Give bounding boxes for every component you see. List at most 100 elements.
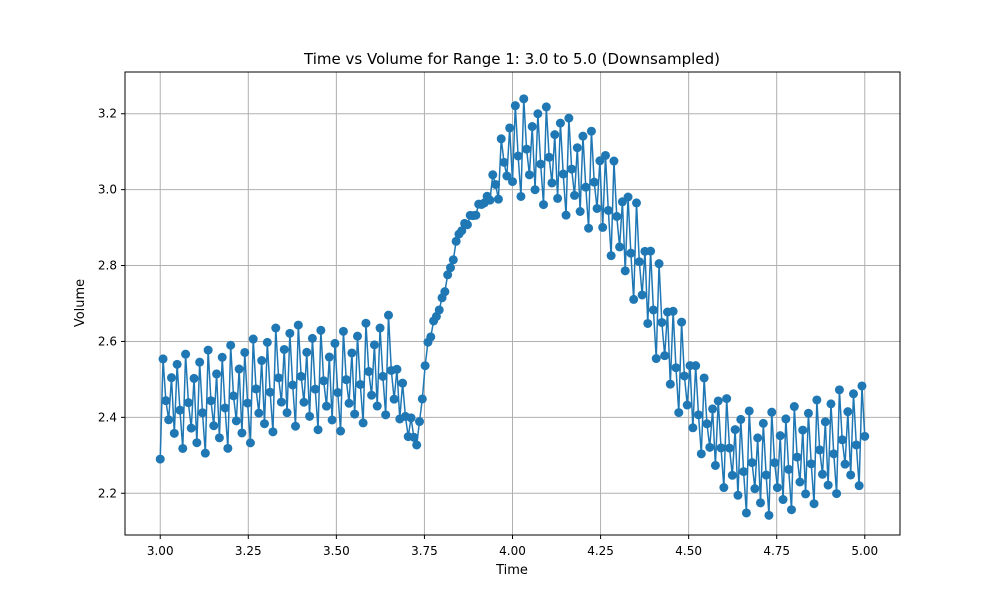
data-point [485,195,495,205]
data-point [522,144,532,154]
data-point [581,182,591,192]
data-point [727,470,737,480]
data-point [420,361,430,371]
data-point [268,427,278,437]
data-point [322,401,331,411]
y-tick-label: 2.2 [98,486,117,500]
data-point [801,489,811,499]
data-point [646,246,656,256]
data-point [553,193,563,203]
data-point [161,396,171,406]
data-point [338,326,348,336]
data-point [761,470,771,480]
data-point [623,192,633,202]
data-point [302,347,312,357]
data-point [406,413,416,423]
data-point [189,373,199,383]
data-point [677,317,687,327]
data-point [186,423,196,433]
data-point [674,408,684,418]
data-point [260,419,269,429]
data-point [555,118,565,128]
data-point [787,505,796,515]
data-point [854,481,864,491]
x-tick-label: 4.00 [499,544,526,558]
data-point [781,414,791,424]
data-point [547,178,557,188]
data-point [353,331,362,341]
data-point [200,448,210,458]
x-tick-label: 3.50 [323,544,350,558]
y-tick-label: 2.6 [98,334,117,348]
data-point [620,266,630,276]
data-point [682,400,692,410]
data-point [550,130,560,140]
data-point [558,169,568,179]
data-series [155,94,870,520]
data-point [209,421,219,431]
data-point [710,460,720,470]
data-point [181,349,191,359]
data-point [736,414,746,424]
data-point [812,395,822,405]
data-point [713,396,723,406]
data-point [612,211,622,221]
data-point [739,467,749,477]
data-point [829,449,839,459]
data-point [347,348,357,358]
data-point [708,404,718,414]
data-point [795,477,805,487]
data-point [336,426,346,436]
data-point [688,423,698,433]
data-point [327,415,337,425]
data-point [282,408,292,418]
data-point [694,410,703,420]
data-point [806,459,816,469]
y-tick-label: 2.4 [98,410,117,424]
data-point [350,409,360,419]
data-point [502,171,512,181]
data-point [398,378,408,388]
data-point [541,102,551,112]
data-point [415,417,424,427]
data-point [733,490,743,500]
data-point [164,415,174,425]
data-point [493,194,503,204]
data-point [567,164,577,174]
data-point [245,438,255,448]
data-point [491,179,501,189]
data-point [654,259,664,269]
data-point [570,190,579,200]
data-point [372,401,382,411]
data-point [358,418,368,428]
data-point [772,483,782,493]
data-point [586,126,596,136]
y-axis: 2.2 2.4 2.6 2.8 3.0 3.2 [98,107,125,500]
data-point [471,210,481,220]
data-point [307,333,317,343]
data-point [615,242,625,252]
data-point [818,469,827,479]
data-point [629,294,639,304]
data-point [513,151,523,161]
data-point [823,480,833,490]
data-point [840,459,850,469]
data-point [657,317,667,327]
data-point [834,385,844,395]
data-point [375,323,385,333]
data-point [341,375,351,385]
data-point [217,352,227,362]
data-point [820,417,830,427]
data-point [265,387,275,397]
data-point [462,220,472,230]
data-point [716,443,726,453]
data-point [536,159,546,169]
x-tick-label: 5.00 [851,544,878,558]
data-point [288,380,298,390]
data-point [519,94,529,104]
data-point [660,351,670,361]
x-tick-label: 3.25 [235,544,262,558]
data-point [702,419,712,429]
